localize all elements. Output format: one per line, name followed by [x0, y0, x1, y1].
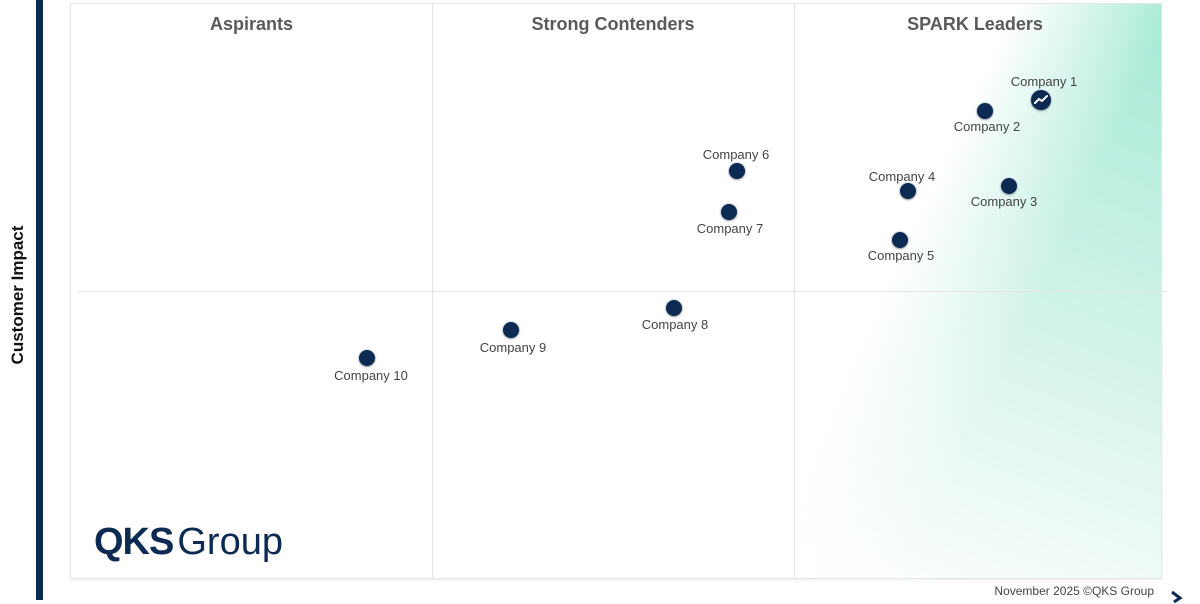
qks-group-logo: QKS Group	[94, 520, 283, 564]
x-axis-arrow-icon	[1171, 590, 1183, 604]
point-label: Company 8	[641, 317, 709, 332]
marker-dot	[666, 300, 682, 316]
point-label: Company 1	[1010, 74, 1078, 89]
marker-dot	[977, 103, 993, 119]
logo-text: Group	[177, 521, 283, 563]
point-label: Company 9	[479, 340, 547, 355]
marker-dot	[721, 204, 737, 220]
marker-dot	[892, 232, 908, 248]
point-label: Company 7	[696, 221, 764, 236]
point-label: Company 3	[970, 194, 1038, 209]
marker-dot	[359, 350, 375, 366]
point-label: Company 4	[868, 169, 936, 184]
y-axis-bar	[36, 0, 43, 600]
marker-dot	[1001, 178, 1017, 194]
y-axis-label: Customer Impact	[8, 225, 27, 365]
trend-up-icon	[1031, 90, 1051, 110]
point-label: Company 6	[702, 147, 770, 162]
marker-dot	[503, 322, 519, 338]
quadrant-title-aspirants: Aspirants	[209, 14, 294, 34]
horizontal-divider	[77, 291, 1167, 292]
footer-copyright: November 2025 ©QKS Group	[994, 584, 1154, 598]
quadrant-title-strong-contenders: Strong Contenders	[531, 14, 695, 34]
point-label: Company 2	[953, 119, 1021, 134]
quadrant-title-leaders: SPARK Leaders	[907, 14, 1043, 34]
point-label: Company 10	[334, 368, 408, 383]
logo-bold-text: QKS	[94, 521, 174, 563]
marker-dot	[900, 183, 916, 199]
chart-plot-area: Aspirants Strong Contenders SPARK Leader…	[70, 3, 1167, 579]
marker-dot	[729, 163, 745, 179]
point-label: Company 5	[867, 248, 935, 263]
